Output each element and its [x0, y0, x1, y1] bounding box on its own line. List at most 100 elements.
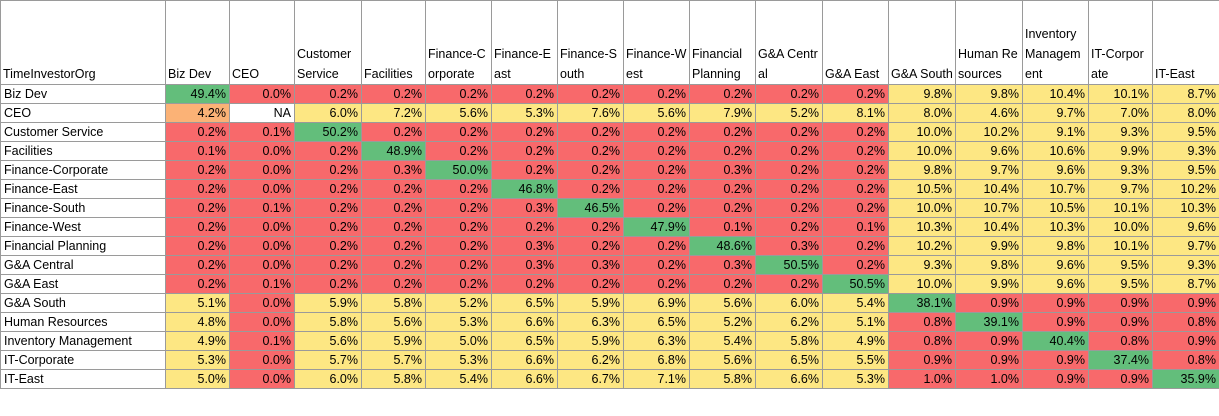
- value-cell[interactable]: 6.5%: [491, 293, 558, 313]
- value-cell[interactable]: 0.2%: [425, 198, 492, 218]
- value-cell[interactable]: 0.9%: [955, 293, 1023, 313]
- value-cell[interactable]: 0.0%: [229, 217, 295, 237]
- value-cell[interactable]: 5.7%: [361, 350, 426, 370]
- value-cell[interactable]: 0.2%: [689, 179, 756, 199]
- value-cell[interactable]: 6.7%: [557, 369, 624, 389]
- value-cell[interactable]: 0.1%: [229, 198, 295, 218]
- column-header-cell[interactable]: IT-East: [1152, 0, 1219, 85]
- value-cell[interactable]: 0.2%: [491, 217, 558, 237]
- value-cell[interactable]: 6.6%: [491, 312, 558, 332]
- value-cell[interactable]: 9.8%: [955, 84, 1023, 104]
- value-cell[interactable]: 10.0%: [888, 274, 956, 294]
- value-cell[interactable]: 10.0%: [888, 122, 956, 142]
- value-cell[interactable]: 6.5%: [623, 312, 690, 332]
- column-header-cell[interactable]: CEO: [229, 0, 295, 85]
- value-cell[interactable]: 10.5%: [1022, 198, 1089, 218]
- value-cell[interactable]: 7.1%: [623, 369, 690, 389]
- value-cell[interactable]: 0.2%: [623, 255, 690, 275]
- value-cell[interactable]: 0.2%: [557, 160, 624, 180]
- value-cell[interactable]: 5.6%: [689, 350, 756, 370]
- value-cell[interactable]: 0.2%: [755, 160, 823, 180]
- value-cell[interactable]: 0.2%: [623, 84, 690, 104]
- value-cell[interactable]: 6.2%: [755, 312, 823, 332]
- value-cell[interactable]: 0.2%: [822, 236, 889, 256]
- column-header-cell[interactable]: Finance-Corporate: [425, 0, 492, 85]
- value-cell[interactable]: 7.2%: [361, 103, 426, 123]
- value-cell[interactable]: 48.9%: [361, 141, 426, 161]
- value-cell[interactable]: 5.6%: [425, 103, 492, 123]
- value-cell[interactable]: 9.7%: [1088, 179, 1153, 199]
- value-cell[interactable]: 0.3%: [755, 236, 823, 256]
- value-cell[interactable]: 0.0%: [229, 255, 295, 275]
- value-cell[interactable]: 0.2%: [361, 198, 426, 218]
- value-cell[interactable]: 0.8%: [888, 331, 956, 351]
- value-cell[interactable]: 10.1%: [1088, 236, 1153, 256]
- value-cell[interactable]: 50.5%: [822, 274, 889, 294]
- value-cell[interactable]: 0.2%: [623, 122, 690, 142]
- column-header-cell[interactable]: Finance-West: [623, 0, 690, 85]
- value-cell[interactable]: 0.0%: [229, 179, 295, 199]
- value-cell[interactable]: 40.4%: [1022, 331, 1089, 351]
- value-cell[interactable]: 0.2%: [755, 141, 823, 161]
- column-header-cell[interactable]: Biz Dev: [165, 0, 230, 85]
- value-cell[interactable]: 10.7%: [955, 198, 1023, 218]
- value-cell[interactable]: 0.2%: [755, 122, 823, 142]
- value-cell[interactable]: 4.6%: [955, 103, 1023, 123]
- value-cell[interactable]: 6.0%: [294, 103, 362, 123]
- value-cell[interactable]: 0.2%: [491, 160, 558, 180]
- value-cell[interactable]: 0.2%: [689, 141, 756, 161]
- value-cell[interactable]: 5.4%: [425, 369, 492, 389]
- value-cell[interactable]: 0.0%: [229, 350, 295, 370]
- value-cell[interactable]: 9.6%: [1022, 255, 1089, 275]
- value-cell[interactable]: 10.2%: [1152, 179, 1219, 199]
- value-cell[interactable]: 0.2%: [822, 198, 889, 218]
- value-cell[interactable]: 0.2%: [361, 236, 426, 256]
- value-cell[interactable]: 10.2%: [888, 236, 956, 256]
- value-cell[interactable]: 9.6%: [1022, 160, 1089, 180]
- value-cell[interactable]: 5.6%: [361, 312, 426, 332]
- value-cell[interactable]: 35.9%: [1152, 369, 1219, 389]
- value-cell[interactable]: 38.1%: [888, 293, 956, 313]
- column-header-cell[interactable]: G&A South: [888, 0, 956, 85]
- row-header-cell[interactable]: Finance-Corporate: [0, 160, 166, 180]
- value-cell[interactable]: 6.0%: [755, 293, 823, 313]
- value-cell[interactable]: 0.8%: [1152, 312, 1219, 332]
- value-cell[interactable]: 0.2%: [491, 141, 558, 161]
- value-cell[interactable]: 47.9%: [623, 217, 690, 237]
- value-cell[interactable]: 10.4%: [1022, 84, 1089, 104]
- value-cell[interactable]: 0.2%: [755, 84, 823, 104]
- value-cell[interactable]: 0.0%: [229, 141, 295, 161]
- value-cell[interactable]: 0.2%: [361, 122, 426, 142]
- value-cell[interactable]: 0.2%: [425, 122, 492, 142]
- value-cell[interactable]: 9.9%: [955, 274, 1023, 294]
- value-cell[interactable]: 0.2%: [689, 274, 756, 294]
- value-cell[interactable]: 10.1%: [1088, 198, 1153, 218]
- value-cell[interactable]: 0.2%: [425, 255, 492, 275]
- value-cell[interactable]: 46.8%: [491, 179, 558, 199]
- value-cell[interactable]: 0.0%: [229, 293, 295, 313]
- value-cell[interactable]: 0.2%: [623, 141, 690, 161]
- value-cell[interactable]: 6.8%: [623, 350, 690, 370]
- value-cell[interactable]: 10.4%: [955, 217, 1023, 237]
- value-cell[interactable]: 0.2%: [623, 179, 690, 199]
- value-cell[interactable]: 5.4%: [822, 293, 889, 313]
- value-cell[interactable]: 6.0%: [294, 369, 362, 389]
- value-cell[interactable]: 0.9%: [1022, 293, 1089, 313]
- value-cell[interactable]: 0.2%: [165, 122, 230, 142]
- value-cell[interactable]: 5.3%: [425, 312, 492, 332]
- value-cell[interactable]: 9.6%: [1152, 217, 1219, 237]
- value-cell[interactable]: 9.5%: [1088, 274, 1153, 294]
- value-cell[interactable]: 7.0%: [1088, 103, 1153, 123]
- value-cell[interactable]: 0.9%: [1152, 293, 1219, 313]
- value-cell[interactable]: 9.3%: [1152, 255, 1219, 275]
- row-header-cell[interactable]: G&A South: [0, 293, 166, 313]
- value-cell[interactable]: 0.2%: [557, 84, 624, 104]
- value-cell[interactable]: 5.8%: [689, 369, 756, 389]
- value-cell[interactable]: 5.8%: [361, 293, 426, 313]
- value-cell[interactable]: 0.2%: [425, 274, 492, 294]
- value-cell[interactable]: 0.2%: [822, 255, 889, 275]
- value-cell[interactable]: 0.1%: [229, 122, 295, 142]
- value-cell[interactable]: 6.3%: [557, 312, 624, 332]
- value-cell[interactable]: 10.3%: [1152, 198, 1219, 218]
- value-cell[interactable]: 10.3%: [1022, 217, 1089, 237]
